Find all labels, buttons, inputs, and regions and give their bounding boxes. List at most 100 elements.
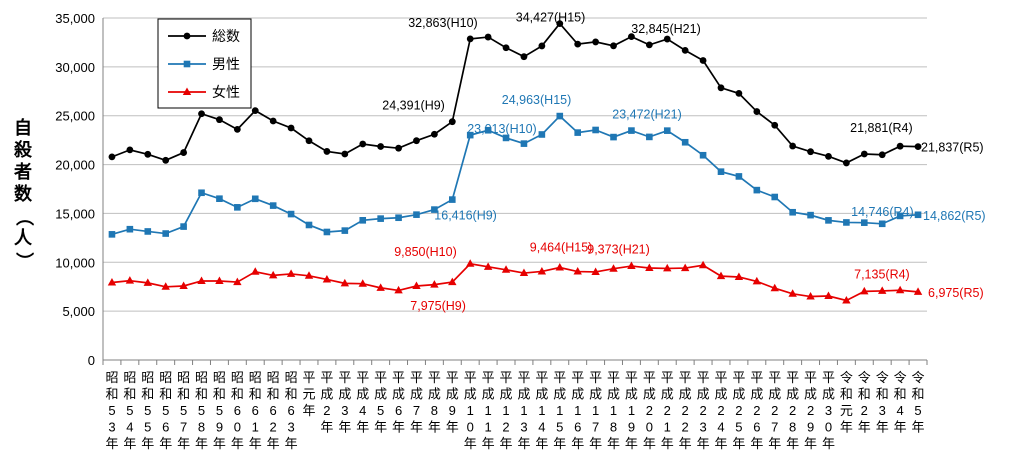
data-point	[555, 263, 564, 271]
x-tick-char: 元	[840, 403, 853, 418]
series-markers-0	[108, 20, 922, 167]
data-point	[234, 204, 241, 211]
data-point	[286, 269, 296, 277]
data-label: 21,881(R4)	[850, 121, 913, 135]
x-tick-char: 和	[249, 387, 262, 402]
x-tick-label: 平成3 0年	[822, 370, 835, 451]
y-axis-title-char: 数	[14, 184, 32, 205]
data-label: 9,373(H21)	[587, 242, 650, 256]
data-point	[752, 276, 762, 285]
x-tick-char: 2	[861, 403, 868, 418]
data-point	[162, 230, 169, 237]
data-point	[734, 272, 744, 280]
x-tick-char: 和	[141, 387, 154, 402]
data-point	[304, 271, 314, 279]
data-point	[861, 219, 868, 226]
data-point	[520, 140, 528, 147]
x-tick-char: 成	[571, 387, 584, 402]
x-tick-char: 平	[428, 370, 441, 385]
data-point	[913, 287, 923, 295]
x-tick-char: 昭	[159, 370, 172, 385]
x-tick-char: 8	[789, 420, 796, 435]
x-tick-char: 成	[732, 387, 745, 402]
x-tick-char: 5	[556, 420, 563, 435]
x-tick-char: 昭	[285, 370, 298, 385]
data-point	[788, 289, 797, 297]
data-labels: 24,391(H9) 32,863(H10) 34,427(H15) 32,845(H…	[382, 11, 985, 313]
x-tick-char: 6	[252, 403, 259, 418]
x-tick-char: 3	[341, 403, 348, 418]
x-tick-char: 平	[320, 370, 333, 385]
x-tick-char: 4	[538, 420, 545, 435]
data-point	[197, 276, 206, 284]
x-tick-char: 平	[535, 370, 548, 385]
x-tick-label: 平成1 5年	[553, 370, 566, 451]
x-tick-label: 平元年	[302, 370, 315, 418]
data-point	[180, 149, 188, 156]
series-line-2	[111, 262, 919, 302]
data-point	[663, 263, 672, 272]
x-tick-char: 成	[750, 387, 763, 402]
x-tick-label: 平成8 年	[428, 370, 441, 435]
x-tick-char: 平	[392, 370, 405, 385]
x-tick-char: 2	[789, 403, 796, 418]
x-tick-char: 年	[267, 436, 280, 451]
x-tick-label: 平成1 2年	[500, 370, 513, 451]
x-tick-char: 昭	[231, 370, 244, 385]
data-point	[377, 143, 385, 150]
data-point	[269, 202, 277, 209]
x-tick-char: 9	[216, 420, 223, 435]
x-tick-char: 年	[876, 420, 889, 435]
x-tick-char: 5	[735, 420, 742, 435]
data-label: 23,013(H10)	[467, 122, 537, 136]
data-label: 7,135(R4)	[854, 267, 910, 281]
data-point	[466, 131, 474, 139]
x-tick-char: 5	[914, 403, 921, 418]
x-tick-char: 平	[302, 370, 315, 385]
data-point	[842, 295, 851, 304]
x-tick-char: 令	[894, 370, 907, 385]
x-tick-char: 平	[464, 370, 477, 385]
x-tick-char: 年	[195, 436, 208, 451]
x-tick-char: 1	[502, 403, 509, 418]
data-point	[663, 35, 671, 43]
x-tick-char: 令	[840, 370, 853, 385]
data-point	[395, 214, 402, 222]
x-tick-char: 1	[467, 403, 474, 418]
x-tick-char: 4	[126, 420, 133, 435]
x-tick-char: 平	[356, 370, 369, 385]
x-tick-char: 年	[105, 436, 118, 451]
data-point	[323, 228, 331, 236]
x-tick-char: 5	[377, 403, 384, 418]
x-tick-label: 平成2 8年	[786, 370, 799, 451]
x-tick-char: 年	[589, 436, 602, 451]
x-tick-label: 平成1 9年	[625, 370, 638, 451]
y-axis-title-char: 自	[14, 118, 32, 139]
data-point	[610, 42, 617, 50]
x-tick-char: 9	[807, 420, 814, 435]
x-tick-char: 平	[446, 370, 459, 385]
x-tick-char: 年	[482, 436, 495, 451]
data-point	[538, 42, 546, 50]
x-tick-char: 成	[338, 387, 351, 402]
x-tick-char: 年	[535, 436, 548, 451]
x-tick-char: 昭	[267, 370, 280, 385]
y-tick-label: 5,000	[62, 304, 95, 319]
data-point	[680, 263, 690, 272]
x-tick-char: 年	[123, 436, 136, 451]
x-tick-char: 年	[894, 420, 907, 435]
x-tick-label: 平成2 1年	[661, 370, 674, 451]
y-axis-title: 自殺者数（人）	[10, 118, 36, 272]
x-tick-char: 9	[628, 420, 635, 435]
data-point	[681, 46, 689, 54]
x-tick-label: 平成2 6年	[750, 370, 763, 451]
data-point	[182, 87, 192, 95]
data-point	[807, 148, 814, 156]
x-tick-char: 平	[643, 370, 656, 385]
x-tick-char: 和	[195, 387, 208, 402]
data-point	[735, 90, 743, 97]
x-tick-char: 平	[768, 370, 781, 385]
x-tick-char: 0	[825, 420, 832, 435]
x-tick-char: 成	[679, 387, 692, 402]
x-tick-char: 成	[392, 387, 405, 402]
